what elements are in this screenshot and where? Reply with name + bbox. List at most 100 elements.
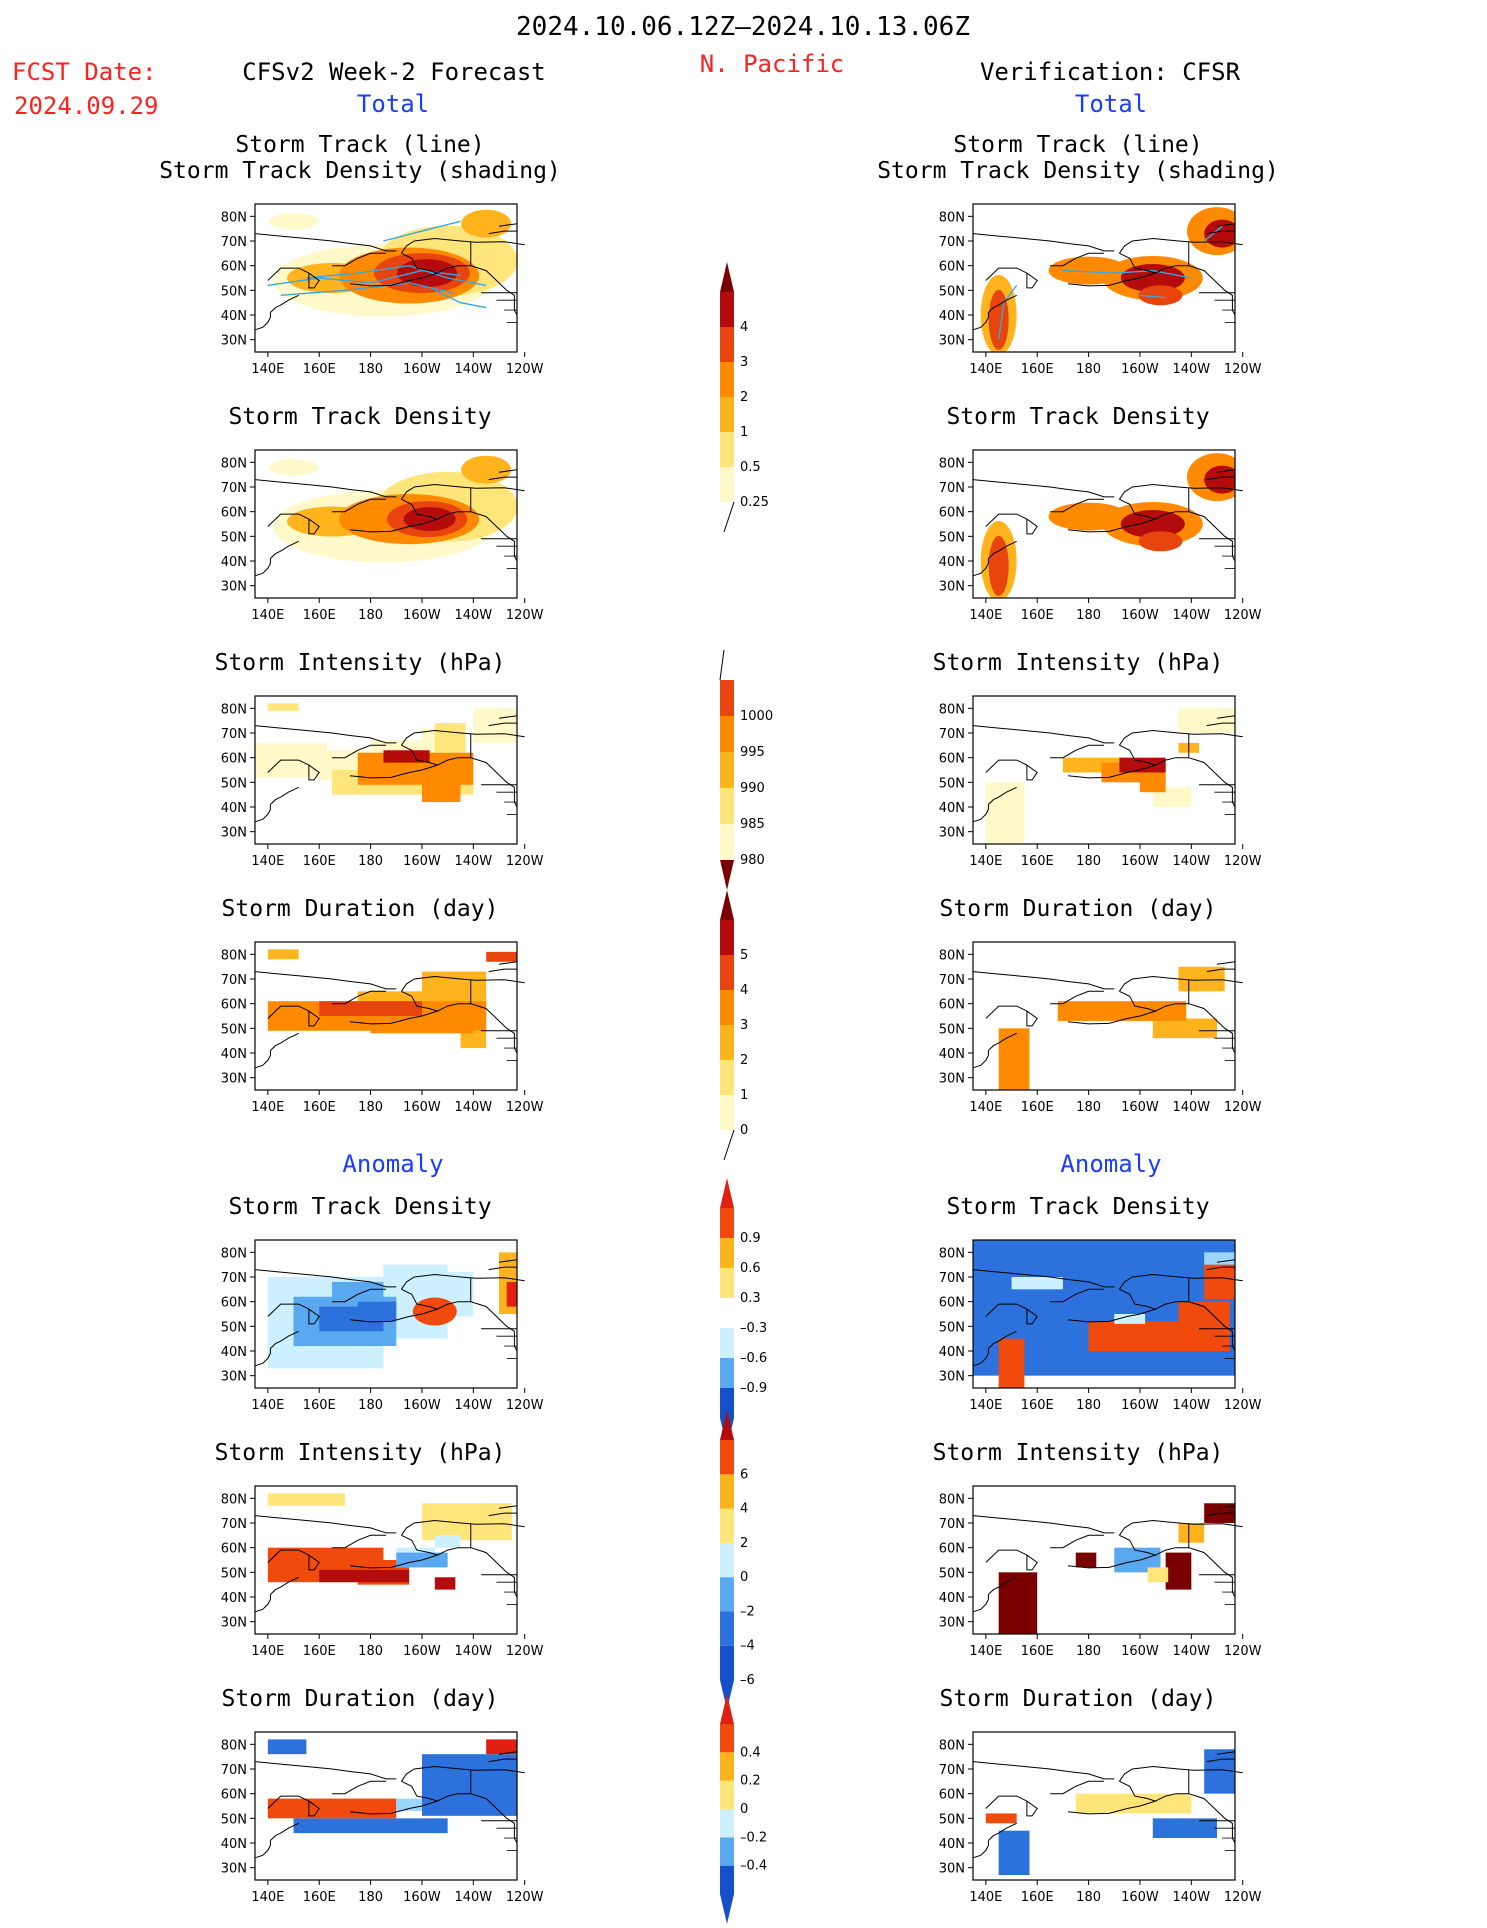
lat-tick-label: 50N [939, 284, 965, 299]
coastline [400, 1765, 525, 1782]
lon-tick-label: 160E [1021, 1100, 1054, 1115]
intensity-colorbar-graphic: 1000 995 990 985 980 [719, 649, 773, 890]
colorbar-segment [720, 1542, 734, 1578]
coastline [985, 1549, 1038, 1571]
lon-tick-label: 120W [1224, 608, 1262, 623]
lon-tick-label: 160E [303, 1644, 336, 1659]
colorbar-label: 0 [740, 1570, 748, 1585]
colorbar-label: 5 [740, 948, 748, 963]
lat-tick-label: 40N [939, 1837, 965, 1852]
verification-total-track-panel: Storm Track (line) Storm Track Density (s… [877, 132, 1279, 377]
coastline [1155, 1793, 1236, 1844]
coastline [988, 294, 1017, 313]
coastline [400, 975, 525, 992]
coastline [401, 498, 440, 527]
lon-tick-label: 180 [358, 1644, 383, 1659]
lat-tick-label: 70N [221, 235, 247, 250]
coastline [254, 1348, 271, 1367]
colorbar-segment [720, 362, 734, 397]
lat-tick-label: 60N [221, 1542, 247, 1557]
duration-anom-colorbar: 0.4 0.2 0 –0.2 –0.4 [700, 1694, 820, 1928]
colorbar-segment [720, 680, 734, 716]
coastline [498, 715, 518, 719]
map-frame [972, 941, 1236, 1091]
coastline [401, 990, 440, 1019]
lat-tick-label: 60N [939, 1542, 965, 1557]
colorbar-label: 985 [740, 817, 765, 832]
duration-cell [319, 1001, 422, 1016]
coastline [1067, 526, 1128, 533]
colorbar-segment [720, 824, 734, 860]
lon-tick-label: 140E [969, 1398, 1002, 1413]
colorbar-arrow [720, 1410, 734, 1440]
lon-tick-label: 120W [506, 1398, 544, 1413]
colorbar-arrow [720, 1178, 734, 1208]
verification-total-intensity-map: 140E 160E 180 160W 140W 120W 80N 70N 60N 50N 40N 30… [939, 695, 1262, 869]
panel-title: Storm Track Density (shading) [159, 158, 561, 184]
lat-tick-label: 80N [939, 1492, 965, 1507]
lat-tick-label: 70N [939, 1517, 965, 1532]
lat-tick-label: 60N [939, 506, 965, 521]
anomaly-cell [396, 1798, 422, 1811]
map-frame [972, 695, 1236, 845]
colorbar-segment [720, 1752, 734, 1781]
forecast-anomaly-density-map: 140E 160E 180 160W 140W 120W 80N 70N 60N 50N 40N 30… [221, 1239, 544, 1413]
map-frame [254, 449, 518, 599]
coastline [488, 476, 517, 481]
coastline [1118, 1765, 1243, 1782]
intensity-cell [1152, 787, 1192, 807]
coastline [1050, 498, 1104, 513]
colorbar-segment [720, 1809, 734, 1838]
lon-tick-label: 140E [251, 362, 284, 377]
coastline [1118, 1519, 1243, 1536]
coastline [437, 265, 518, 316]
lon-tick-label: 160W [1121, 608, 1159, 623]
coastline [972, 725, 1115, 744]
coastline [972, 971, 1115, 990]
anomaly-cell [985, 1813, 1017, 1824]
forecast-anomaly-intensity-panel: Storm Intensity (hPa) 140E 160E 180 160W 140W… [200, 1440, 544, 1659]
coastline [332, 1780, 386, 1795]
coastline [1206, 1512, 1235, 1517]
coastline [1050, 744, 1104, 759]
colorbar-segment [720, 432, 734, 467]
coastline [401, 1780, 440, 1809]
density-colorbar: 4 3 2 1 0.5 0.25 [700, 262, 820, 536]
density-blob [1204, 219, 1235, 248]
coastline [254, 312, 271, 331]
intensity-anom-colorbar: 6 4 2 0 –2 –4 –6 [700, 1410, 820, 1714]
lon-tick-label: 180 [1076, 1644, 1101, 1659]
lat-tick-label: 60N [939, 1788, 965, 1803]
verification-anomaly-density-panel: Storm Track Density 140E 160E 180 160W 140W 12… [918, 1194, 1262, 1413]
intensity-cell [421, 782, 461, 803]
colorbar-segment [720, 1025, 734, 1060]
colorbar-label: 0.25 [740, 495, 769, 510]
coastline [349, 772, 410, 779]
lon-tick-label: 180 [1076, 1398, 1101, 1413]
density-blob [1138, 531, 1183, 552]
duration-colorbar-graphic: 5 4 3 2 1 0 [720, 890, 748, 1161]
anomaly-cell [421, 1754, 517, 1816]
anomaly-cell [267, 1739, 307, 1755]
colorbar-label: –2 [740, 1604, 755, 1619]
lat-tick-label: 70N [221, 727, 247, 742]
duration-anom-colorbar-graphic: 0.4 0.2 0 –0.2 –0.4 [720, 1694, 767, 1924]
lat-tick-label: 80N [939, 948, 965, 963]
colorbar-arrow [720, 890, 734, 920]
coastline [254, 1761, 397, 1780]
coastline [1050, 990, 1104, 1005]
lon-tick-label: 160E [1021, 608, 1054, 623]
lon-tick-label: 140W [1172, 1644, 1210, 1659]
lon-tick-label: 160W [1121, 1890, 1159, 1905]
forecast-total-label: Total [356, 90, 430, 118]
colorbar-segment [720, 1388, 734, 1418]
lon-tick-label: 180 [1076, 362, 1101, 377]
coastline [349, 526, 410, 533]
density-blob [1138, 285, 1183, 306]
lon-tick-label: 140E [251, 1100, 284, 1115]
lat-tick-label: 80N [221, 1246, 247, 1261]
colorbar-segment [720, 990, 734, 1025]
intensity-anom-colorbar-graphic: 6 4 2 0 –2 –4 –6 [720, 1410, 755, 1710]
colorbar-label: 3 [740, 1018, 748, 1033]
lon-tick-label: 140E [969, 362, 1002, 377]
